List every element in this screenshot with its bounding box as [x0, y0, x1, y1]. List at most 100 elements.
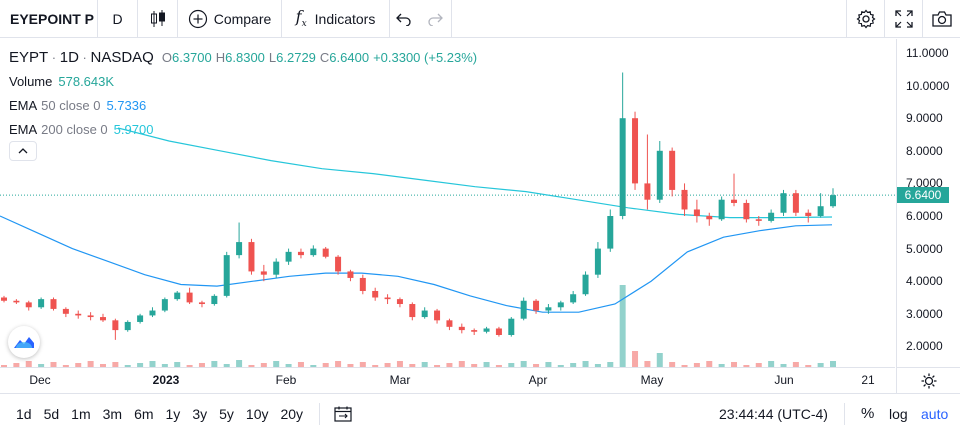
range-button-6m[interactable]: 6m: [134, 405, 154, 422]
range-button-10y[interactable]: 10y: [245, 405, 269, 422]
price-tick-label: 3.0000: [906, 306, 943, 321]
bottom-toolbar: 1d 5d 1m 3m 6m 1y 3y 5y 10y 20y 23:44:44 (UTC-4) …: [0, 393, 960, 433]
volume-legend[interactable]: Volume 578.643K: [9, 69, 477, 93]
auto-scale-button[interactable]: auto: [921, 405, 949, 422]
volume-bar: [830, 361, 836, 367]
range-button-1m[interactable]: 1m: [71, 405, 91, 422]
legend-open-value: 6.3700: [171, 49, 212, 65]
candle-body: [384, 297, 391, 300]
snapshot-button[interactable]: [922, 0, 960, 38]
volume-bars: [1, 285, 836, 367]
ema200-legend[interactable]: EMA 200 close 0 5.9700: [9, 117, 477, 141]
range-button-5y[interactable]: 5y: [219, 405, 234, 422]
legend-symbol[interactable]: EYPT: [9, 48, 49, 66]
volume-bar: [731, 362, 738, 367]
volume-bar: [693, 363, 700, 367]
candle-body: [743, 202, 750, 220]
camera-icon: [931, 11, 952, 27]
compare-button[interactable]: Compare: [178, 0, 282, 38]
percent-scale-button[interactable]: %: [861, 405, 875, 422]
ema50-params: 50 close 0: [41, 97, 101, 113]
candle-body: [718, 199, 725, 220]
price-tick-label: 10.0000: [906, 78, 950, 93]
range-button-3y[interactable]: 3y: [192, 405, 208, 422]
last-price-label: 6.6400: [897, 187, 949, 204]
candle-body: [13, 300, 20, 303]
range-button-20y[interactable]: 20y: [280, 405, 304, 422]
candle-body: [792, 193, 799, 213]
chevron-up-icon: [18, 148, 28, 154]
candle-body: [297, 251, 304, 256]
legend-close-label: C: [319, 49, 330, 65]
legend-open-label: O: [161, 49, 172, 65]
volume-bar: [285, 364, 292, 367]
volume-bar: [495, 365, 502, 367]
candle-body: [310, 248, 317, 256]
range-button-5d[interactable]: 5d: [43, 405, 60, 422]
candle-body: [236, 242, 243, 256]
volume-bar: [607, 362, 614, 367]
date-range-buttons: 1d 5d 1m 3m 6m 1y 3y 5y 10y 20y: [10, 406, 309, 422]
candle-body: [359, 277, 366, 291]
volume-bar: [75, 363, 82, 367]
candle-body: [644, 183, 651, 200]
ema200-value: 5.9700: [113, 121, 154, 137]
volume-bar: [1, 365, 7, 367]
price-tick-label: 11.0000: [906, 46, 949, 60]
axis-settings-button[interactable]: [896, 367, 960, 393]
tradingview-logo-button[interactable]: [8, 326, 40, 358]
candle-body: [693, 209, 700, 216]
redo-button[interactable]: [418, 0, 452, 38]
volume-bar: [248, 365, 255, 367]
chart-legend: EYPT · 1D · NASDAQ O 6.3700 H 6.8300 L 6.27…: [9, 45, 477, 141]
fullscreen-button[interactable]: [884, 0, 922, 38]
go-to-date-button[interactable]: [334, 406, 352, 422]
volume-bar: [446, 363, 453, 367]
time-tick-label: 2023: [152, 373, 180, 387]
indicators-button[interactable]: fx Indicators: [282, 0, 390, 38]
range-button-1d[interactable]: 1d: [16, 405, 32, 422]
settings-button[interactable]: [846, 0, 884, 38]
time-axis[interactable]: Dec 2023 Feb Mar Apr May Jun 21: [0, 367, 895, 393]
volume-bar: [236, 360, 243, 367]
candle-body: [161, 299, 168, 311]
volume-bar: [211, 361, 218, 367]
symbol-search-button[interactable]: EYEPOINT P: [0, 0, 98, 38]
interval-button[interactable]: D: [98, 0, 138, 38]
candle-body: [570, 294, 577, 303]
fx-icon: fx: [295, 7, 307, 30]
fullscreen-icon: [894, 10, 913, 28]
candle-body: [619, 118, 626, 216]
candle-body: [434, 310, 441, 321]
volume-bar: [669, 362, 676, 367]
price-tick-label: 5.0000: [906, 241, 943, 256]
chart-type-button[interactable]: [138, 0, 178, 38]
volume-label: Volume: [9, 73, 53, 89]
ema50-legend[interactable]: EMA 50 close 0 5.7336: [9, 93, 477, 117]
volume-bar: [174, 362, 181, 367]
candle-body: [124, 321, 131, 331]
volume-bar: [297, 362, 304, 367]
range-button-3m[interactable]: 3m: [102, 405, 123, 422]
sun-gear-icon: [921, 373, 936, 388]
volume-bar: [656, 353, 663, 367]
chart-pane[interactable]: [0, 39, 895, 367]
undo-button[interactable]: [390, 0, 418, 38]
indicators-label: Indicators: [314, 10, 376, 27]
candle-body: [805, 212, 812, 216]
price-axis[interactable]: 6.6400 11.0000 10.0000 9.0000 8.0000 7.0000 6…: [896, 39, 960, 367]
range-button-1y[interactable]: 1y: [165, 405, 181, 422]
clock-timezone[interactable]: 23:44:44 (UTC-4): [719, 405, 828, 422]
redo-icon: [427, 13, 443, 26]
candle-body: [669, 150, 676, 190]
divider: [319, 402, 321, 425]
volume-bar: [434, 365, 441, 367]
volume-bar: [409, 364, 416, 367]
price-chart[interactable]: [0, 39, 895, 367]
legend-exchange: NASDAQ: [90, 48, 154, 66]
legend-collapse-button[interactable]: [9, 141, 37, 161]
volume-bar: [124, 365, 131, 367]
price-tick-label: 4.0000: [906, 274, 943, 289]
log-scale-button[interactable]: log: [889, 405, 908, 422]
volume-value: 578.643K: [58, 73, 115, 89]
